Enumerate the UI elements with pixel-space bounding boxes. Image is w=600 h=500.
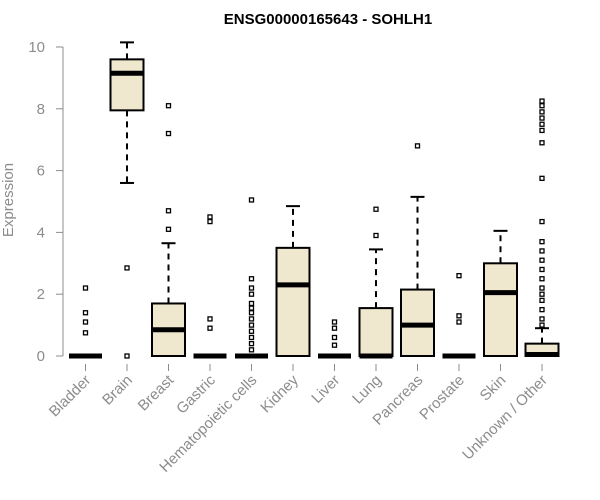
box-iqr [358, 307, 394, 358]
x-tick-label: Skin [477, 372, 510, 405]
outlier-point [248, 197, 255, 203]
outlier-point [539, 257, 545, 263]
box-lung [358, 206, 394, 359]
outlier-point [124, 353, 130, 359]
outlier-point [539, 322, 545, 328]
outlier-point [124, 265, 130, 271]
outlier-point [331, 342, 338, 348]
outlier-point [456, 313, 462, 319]
outlier-point [539, 127, 545, 134]
outlier-point [539, 316, 545, 322]
box-gastric [193, 214, 227, 359]
outlier-point [248, 300, 255, 307]
outlier-point [165, 130, 172, 137]
chart-title: ENSG00000165643 - SOHLH1 [224, 11, 432, 28]
y-axis-label: Expression [0, 163, 17, 237]
x-tick-label: Prostate [416, 372, 468, 424]
outlier-point [207, 325, 213, 331]
outlier-point [539, 248, 545, 254]
outlier-point [248, 340, 255, 347]
y-tick-label: 6 [37, 163, 45, 180]
x-tick-label: Bladder [46, 372, 95, 421]
box-iqr [483, 262, 518, 357]
outlier-point [539, 218, 545, 225]
box-iqr [109, 58, 145, 112]
outlier-point [539, 98, 545, 104]
outlier-point [373, 232, 379, 239]
box-liver [318, 319, 351, 359]
outlier-point [539, 103, 545, 109]
y-ticks: 0 2 4 6 8 10 [28, 39, 63, 365]
outlier-point [165, 208, 172, 214]
outlier-point [248, 322, 255, 328]
outlier-point [82, 310, 89, 316]
outlier-point [539, 266, 545, 273]
outlier-point [373, 206, 379, 212]
outlier-point [207, 316, 213, 322]
outlier-point [248, 310, 255, 316]
outlier-point [248, 316, 255, 322]
outlier-point [331, 325, 338, 331]
outlier-point [456, 273, 462, 279]
outlier-point [539, 239, 545, 245]
outlier-point [82, 330, 89, 336]
x-tick-label: Brain [99, 372, 136, 409]
outlier-point [539, 121, 545, 127]
outlier-point [165, 226, 172, 232]
outlier-point [331, 319, 338, 325]
box-breast [151, 103, 186, 357]
outlier-point [82, 285, 89, 291]
x-tick-label: Breast [135, 371, 178, 414]
outlier-point [165, 103, 172, 109]
y-tick-label: 0 [37, 348, 45, 365]
box-kidney [275, 205, 311, 358]
box-unknown-other [524, 98, 560, 358]
outlier-point [248, 285, 255, 291]
y-tick-label: 10 [28, 39, 45, 56]
outlier-point [331, 334, 338, 341]
box-prostate [442, 273, 476, 359]
outlier-point [248, 305, 255, 311]
outlier-point [248, 347, 255, 353]
box-hematopoietic-cells [235, 197, 268, 359]
box-iqr [275, 246, 311, 358]
outlier-point [248, 276, 255, 282]
outlier-point [248, 328, 255, 334]
outlier-point [539, 297, 545, 304]
outlier-point [248, 291, 255, 297]
outlier-point [248, 334, 255, 341]
outlier-point [539, 175, 545, 181]
outlier-point [539, 115, 545, 121]
outlier-point [207, 214, 213, 220]
x-tick-label: Lung [349, 372, 385, 408]
outlier-point [539, 109, 545, 115]
x-tick-label: Kidney [257, 371, 302, 416]
x-tick-label: Liver [308, 372, 343, 407]
outlier-point [456, 319, 462, 325]
y-tick-label: 8 [37, 101, 45, 118]
box-skin [483, 229, 518, 357]
outlier-point [539, 306, 545, 313]
box-brain [109, 41, 145, 359]
outlier-point [539, 140, 545, 146]
box-bladder [69, 285, 102, 359]
y-tick-label: 2 [37, 286, 45, 303]
outlier-point [539, 291, 545, 297]
y-tick-label: 4 [37, 224, 45, 241]
outlier-point [539, 276, 545, 282]
outlier-point [82, 319, 89, 325]
box-plots [69, 41, 560, 359]
box-pancreas [400, 143, 435, 357]
outlier-point [539, 285, 545, 291]
outlier-point [414, 143, 421, 149]
outlier-point [207, 218, 213, 225]
